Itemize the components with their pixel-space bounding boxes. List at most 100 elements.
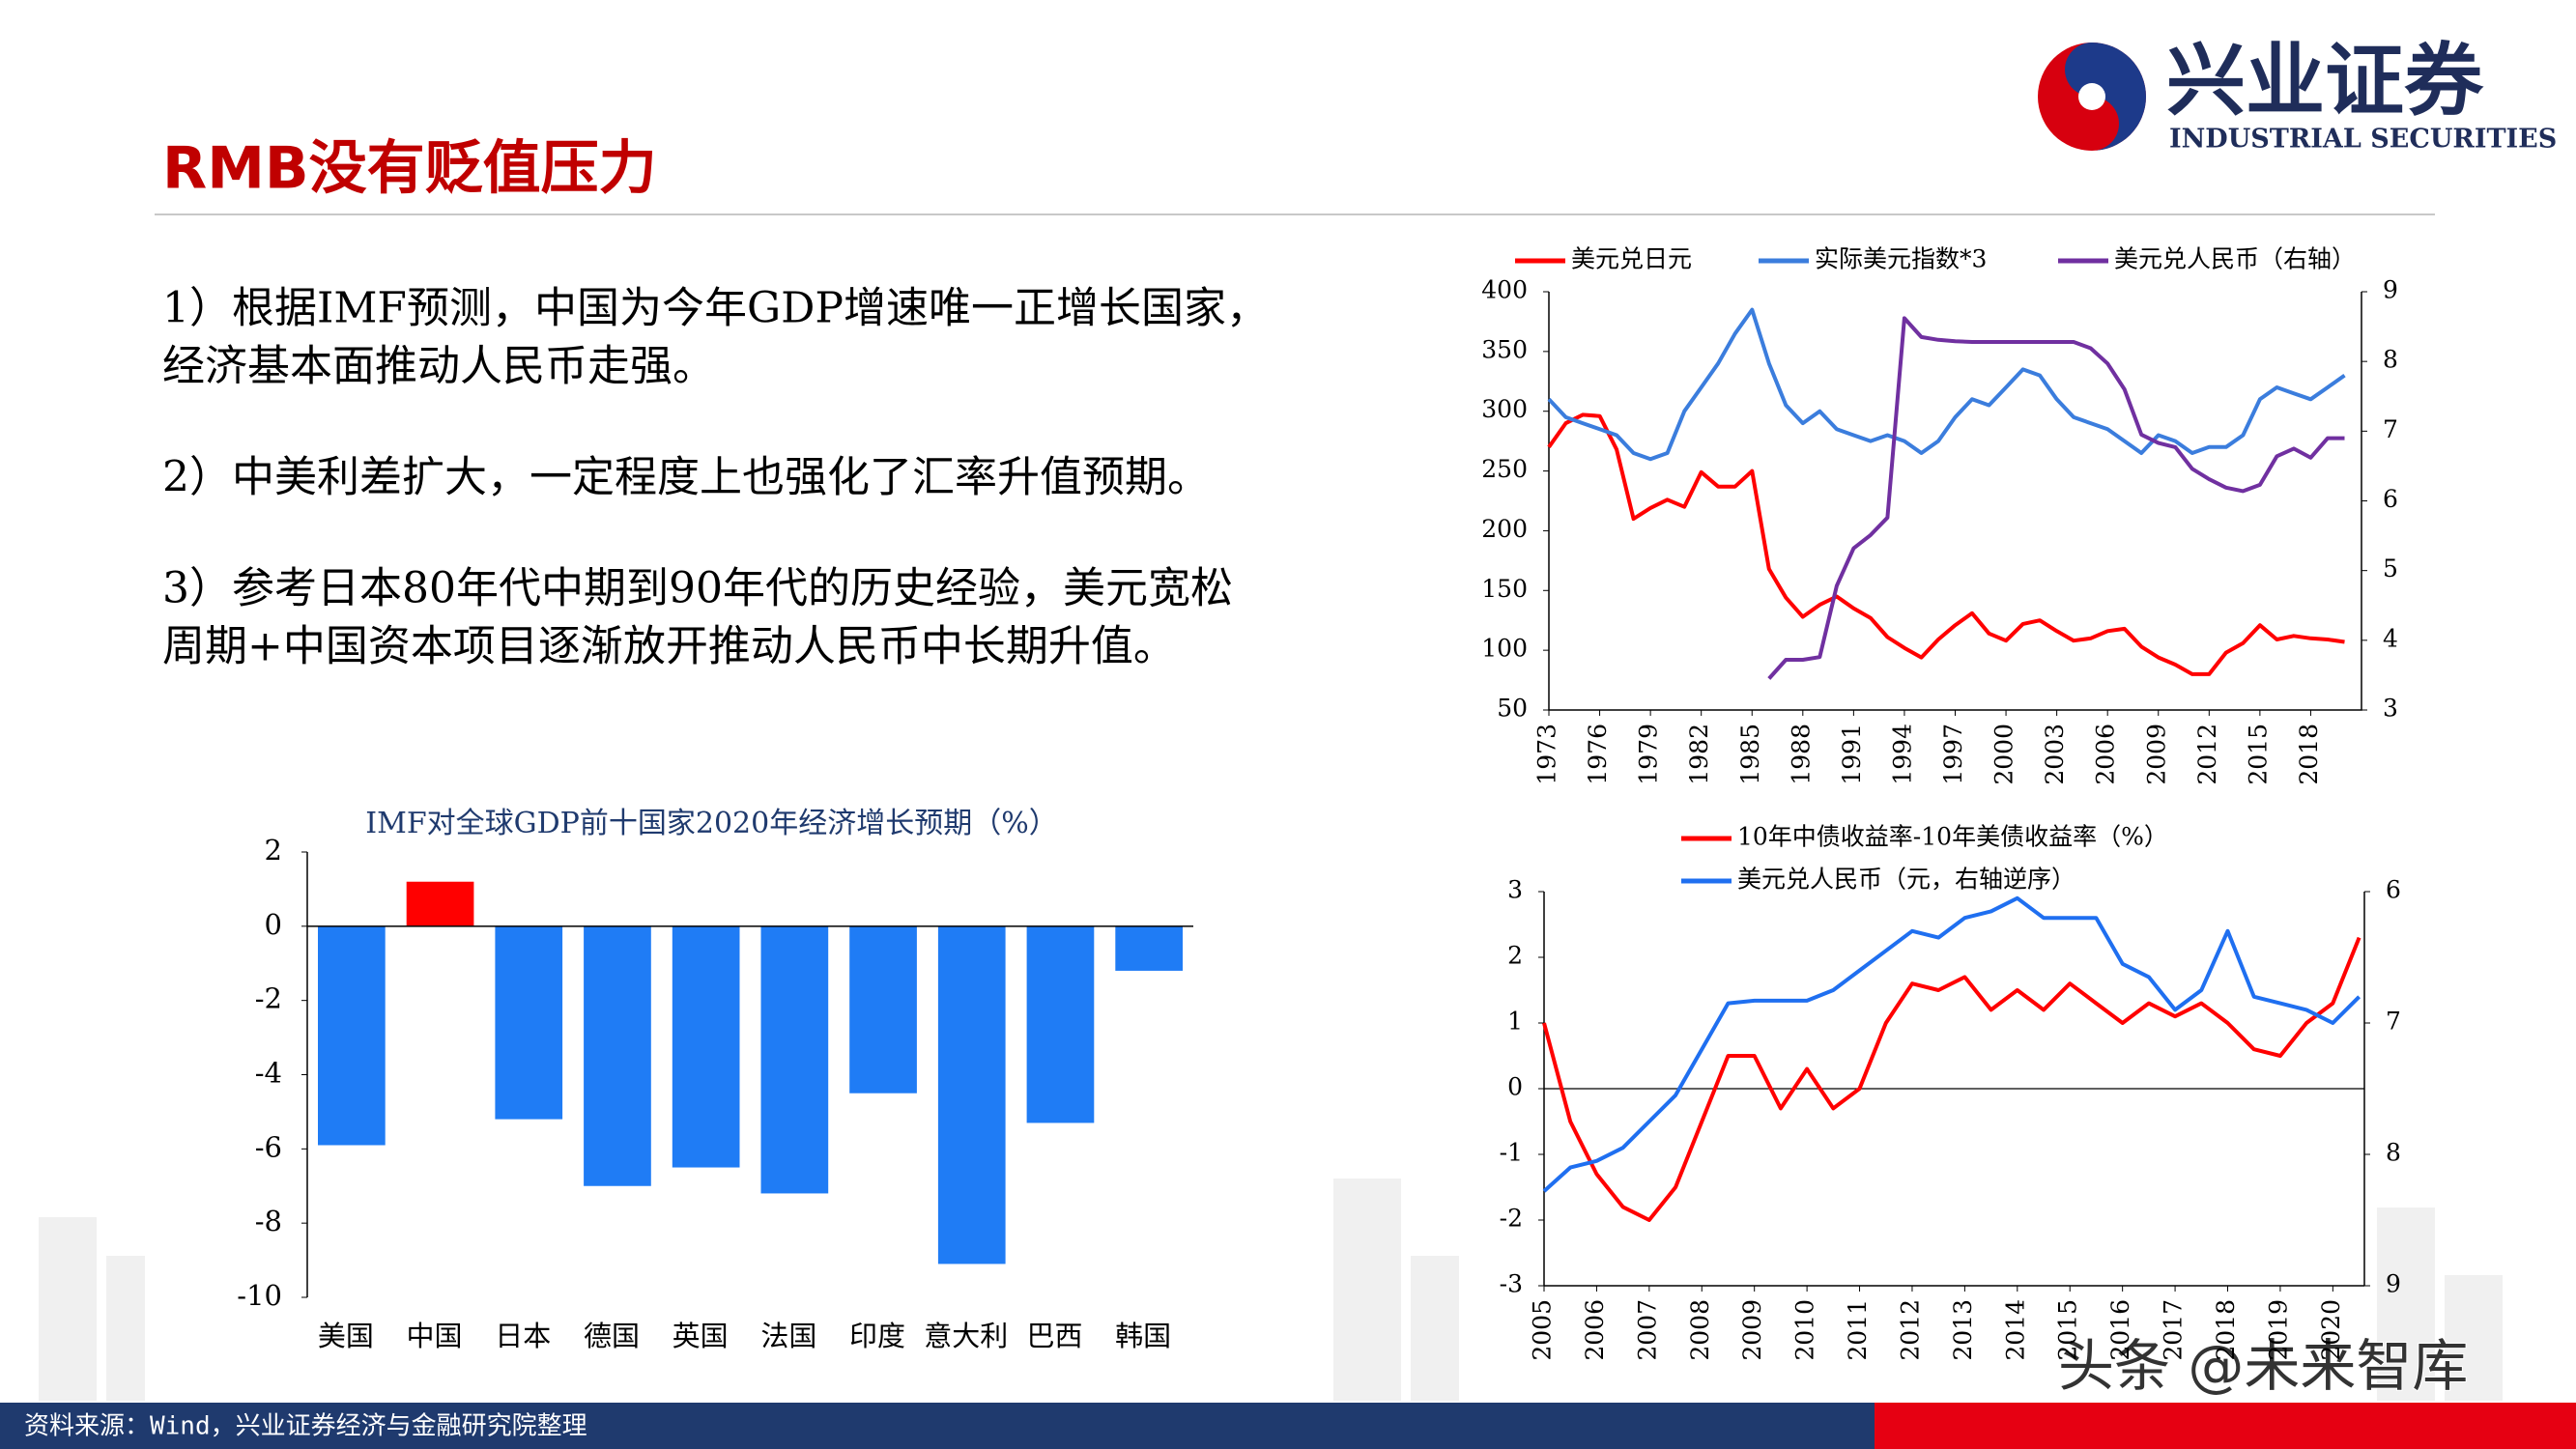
x-tick-label: 1988: [1787, 724, 1815, 785]
x-tick-label: 1979: [1635, 724, 1663, 785]
x-tick-label: 1991: [1838, 724, 1866, 785]
y-tick-label: 1: [1507, 1008, 1523, 1036]
bar: [318, 925, 386, 1146]
x-tick-label: 巴西: [1026, 1320, 1082, 1352]
y-tick-label: -2: [255, 982, 282, 1015]
y-tick-label: -8: [255, 1205, 282, 1237]
y2-tick-label: 8: [2386, 1139, 2401, 1167]
x-tick-label: 印度: [849, 1320, 905, 1352]
y-tick-label: 3: [1507, 876, 1523, 904]
paragraph-line: 1）根据IMF预测，中国为今年GDP增速唯一正增长国家，: [162, 284, 1269, 333]
x-tick-label: 2020: [2317, 1299, 2345, 1361]
x-tick-label: 2019: [2264, 1299, 2292, 1361]
paragraph-line: 周期+中国资本项目逐渐放开推动人民币中长期升值。: [162, 622, 1176, 671]
legend-label: 美元兑人民币（右轴）: [2114, 245, 2356, 273]
x-tick-label: 德国: [584, 1320, 640, 1352]
x-tick-label: 1994: [1888, 724, 1916, 785]
x-tick-label: 2007: [1633, 1299, 1661, 1361]
y-tick-label: -6: [255, 1130, 282, 1163]
footer-accent: [1875, 1403, 2576, 1449]
x-tick-label: 1976: [1584, 724, 1612, 785]
x-tick-label: 2012: [1896, 1299, 1924, 1361]
series-line: [1547, 412, 2345, 676]
bar: [1026, 925, 1095, 1123]
y-tick-label: -1: [1500, 1139, 1523, 1167]
x-tick-label: 2017: [2160, 1299, 2188, 1361]
y-tick-label: 200: [1481, 515, 1528, 543]
slide-title: RMB没有贬值压力: [162, 135, 657, 203]
x-tick-label: 中国: [407, 1320, 463, 1352]
bar: [584, 925, 651, 1186]
legend-label: 美元兑日元: [1571, 245, 1692, 273]
y-tick-label: 100: [1481, 635, 1528, 663]
footer-source: 资料来源：Wind，兴业证券经济与金融研究院整理: [24, 1412, 587, 1441]
x-tick-label: 2011: [1844, 1299, 1872, 1361]
series-line: [1767, 316, 2345, 680]
bar: [406, 881, 474, 926]
y-tick-label: 350: [1481, 335, 1528, 363]
x-tick-label: 2009: [1738, 1299, 1766, 1361]
series-line: [1547, 307, 2346, 462]
y2-tick-label: 3: [2383, 695, 2398, 723]
logo-name: 兴业证券: [2166, 34, 2484, 127]
x-tick-label: 2013: [1949, 1299, 1977, 1361]
y-tick-label: 400: [1481, 276, 1528, 304]
bar: [760, 925, 829, 1194]
x-tick-label: 美国: [318, 1320, 374, 1352]
x-tick-label: 2006: [2092, 724, 2120, 785]
y2-tick-label: 8: [2383, 346, 2398, 374]
bar: [672, 925, 740, 1168]
y2-tick-label: 9: [2383, 276, 2398, 304]
chart-title: IMF对全球GDP前十国家2020年经济增长预期（%）: [365, 807, 1057, 840]
y2-tick-label: 4: [2383, 624, 2398, 652]
y2-tick-label: 7: [2383, 415, 2398, 443]
x-tick-label: 2000: [1990, 724, 2018, 785]
x-tick-label: 2015: [2244, 724, 2272, 785]
body-text: 1）根据IMF预测，中国为今年GDP增速唯一正增长国家， 经济基本面推动人民币走强…: [162, 284, 1269, 671]
paragraph-line: 经济基本面推动人民币走强。: [162, 342, 715, 391]
x-tick-label: 韩国: [1115, 1320, 1171, 1352]
y-tick-label: 50: [1497, 695, 1528, 723]
y2-tick-label: 9: [2386, 1270, 2401, 1298]
legend-label: 美元兑人民币（元，右轴逆序）: [1737, 866, 2075, 894]
x-tick-label: 2010: [1791, 1299, 1819, 1361]
y-tick-label: -2: [1500, 1205, 1523, 1233]
bar: [495, 925, 563, 1120]
y-tick-label: 2: [265, 834, 282, 867]
x-tick-label: 法国: [760, 1320, 816, 1352]
y-tick-label: 0: [1507, 1073, 1523, 1101]
x-tick-label: 意大利: [924, 1320, 1008, 1352]
x-tick-label: 1985: [1736, 724, 1764, 785]
series-line: [1542, 895, 2361, 1193]
x-tick-label: 1973: [1533, 724, 1561, 785]
bar: [1115, 925, 1183, 971]
skyline: [39, 1179, 2503, 1401]
y-tick-label: -10: [237, 1279, 282, 1312]
logo: 兴业证券 INDUSTRIAL SECURITIES: [2038, 34, 2557, 155]
y2-tick-label: 5: [2383, 554, 2398, 582]
y-tick-label: 150: [1481, 575, 1528, 603]
logo-subtitle: INDUSTRIAL SECURITIES: [2169, 125, 2557, 155]
legend-label: 实际美元指数*3: [1815, 245, 1987, 273]
y2-tick-label: 6: [2383, 485, 2398, 513]
x-tick-label: 2009: [2142, 724, 2170, 785]
x-tick-label: 2008: [1686, 1299, 1714, 1361]
paragraph-line: 3）参考日本80年代中期到90年代的历史经验，美元宽松: [162, 564, 1233, 613]
x-tick-label: 英国: [673, 1320, 729, 1352]
y-tick-label: -4: [255, 1057, 282, 1090]
bar: [937, 925, 1006, 1264]
series-line: [1542, 936, 2361, 1222]
paragraph-line: 2）中美利差扩大，一定程度上也强化了汇率升值预期。: [162, 453, 1210, 502]
y-tick-label: 2: [1507, 942, 1523, 970]
x-tick-label: 2018: [2295, 724, 2323, 785]
y-tick-label: 250: [1481, 455, 1528, 483]
x-tick-label: 2018: [2212, 1299, 2240, 1361]
watermark: 头条 @未来智库: [2058, 1333, 2468, 1399]
y-tick-label: 0: [265, 908, 282, 941]
x-tick-label: 2012: [2193, 724, 2221, 785]
bar: [849, 925, 917, 1094]
x-tick-label: 2015: [2054, 1299, 2082, 1361]
x-tick-label: 2005: [1529, 1299, 1557, 1361]
